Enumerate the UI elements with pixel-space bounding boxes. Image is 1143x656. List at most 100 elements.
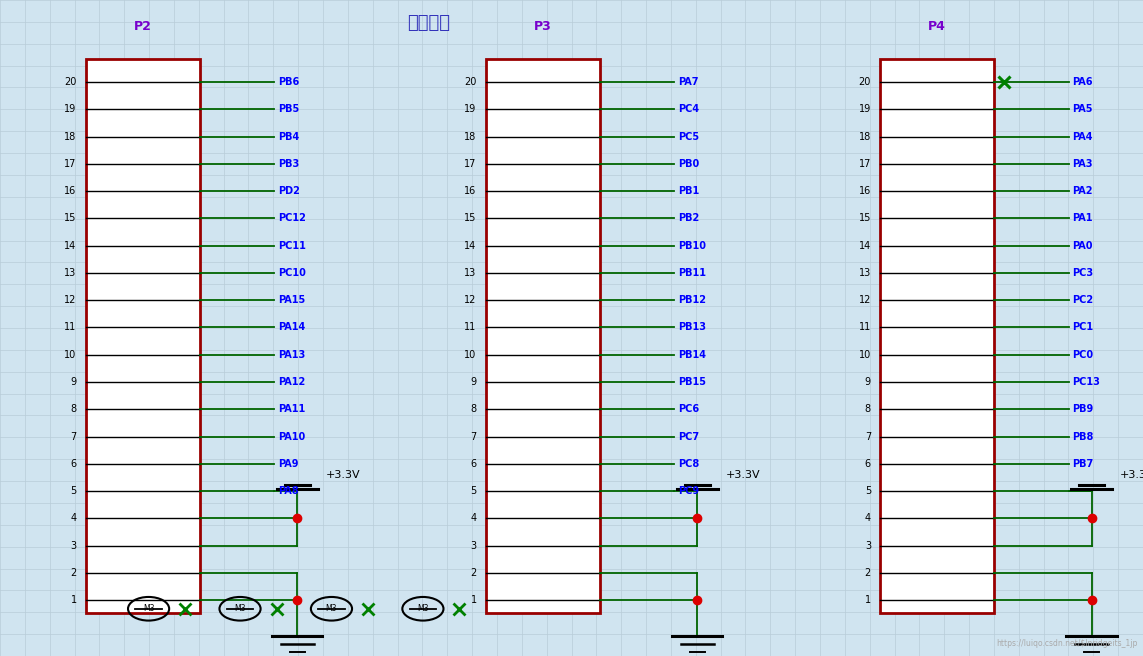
Text: 17: 17 [464,159,477,169]
Text: 外拓引脚: 外拓引脚 [407,14,450,32]
Text: PB12: PB12 [678,295,705,305]
Text: PC13: PC13 [1072,377,1100,387]
Text: +3.3V: +3.3V [726,470,760,480]
Text: PB5: PB5 [278,104,299,114]
Text: 20: 20 [64,77,77,87]
Text: PA3: PA3 [1072,159,1093,169]
Text: PB3: PB3 [278,159,299,169]
Text: PC9: PC9 [678,486,698,496]
Text: 16: 16 [858,186,871,196]
Text: PA7: PA7 [678,77,698,87]
Text: 13: 13 [858,268,871,278]
Text: 16: 16 [64,186,77,196]
Text: 2: 2 [865,568,871,578]
Text: PC11: PC11 [278,241,305,251]
Text: 2: 2 [71,568,77,578]
Text: P3: P3 [534,20,552,33]
Text: M3: M3 [326,604,337,613]
Text: PA4: PA4 [1072,132,1093,142]
Text: 5: 5 [471,486,477,496]
Text: M3: M3 [234,604,246,613]
Text: 8: 8 [71,404,77,415]
Text: 9: 9 [865,377,871,387]
Text: PA13: PA13 [278,350,305,359]
Text: PA14: PA14 [278,323,305,333]
Text: PC7: PC7 [678,432,698,441]
Text: PA15: PA15 [278,295,305,305]
Text: PD2: PD2 [278,186,299,196]
Text: PB9: PB9 [1072,404,1094,415]
Text: 12: 12 [64,295,77,305]
Text: 7: 7 [865,432,871,441]
Text: PB2: PB2 [678,213,700,224]
Text: PC12: PC12 [278,213,305,224]
Text: 1: 1 [471,595,477,605]
Text: PB10: PB10 [678,241,705,251]
Text: P4: P4 [928,20,946,33]
Bar [86,59,200,613]
Text: 1: 1 [865,595,871,605]
Text: 6: 6 [865,459,871,469]
Text: PA10: PA10 [278,432,305,441]
Text: PA8: PA8 [278,486,298,496]
Text: PC6: PC6 [678,404,698,415]
Text: 15: 15 [858,213,871,224]
Text: 7: 7 [471,432,477,441]
Text: 5: 5 [865,486,871,496]
Text: PC3: PC3 [1072,268,1093,278]
Text: 2: 2 [471,568,477,578]
Text: PC10: PC10 [278,268,305,278]
Text: 1: 1 [71,595,77,605]
Text: 19: 19 [64,104,77,114]
Text: 19: 19 [858,104,871,114]
Text: PA0: PA0 [1072,241,1093,251]
Text: PB4: PB4 [278,132,299,142]
Text: PC1: PC1 [1072,323,1093,333]
Text: PB1: PB1 [678,186,700,196]
Text: 13: 13 [464,268,477,278]
Text: 12: 12 [464,295,477,305]
Text: 8: 8 [865,404,871,415]
Text: 4: 4 [471,514,477,523]
Text: 8: 8 [471,404,477,415]
Text: 19: 19 [464,104,477,114]
Text: 13: 13 [64,268,77,278]
Text: 7: 7 [71,432,77,441]
Text: 18: 18 [858,132,871,142]
Text: 11: 11 [858,323,871,333]
Text: 6: 6 [71,459,77,469]
Text: 3: 3 [471,541,477,550]
Bar [880,59,994,613]
Text: 5: 5 [71,486,77,496]
Text: 10: 10 [64,350,77,359]
Text: PA9: PA9 [278,459,298,469]
Text: 18: 18 [64,132,77,142]
Bar [486,59,600,613]
Text: +3.3V: +3.3V [326,470,360,480]
Text: PB13: PB13 [678,323,705,333]
Text: 14: 14 [64,241,77,251]
Text: PB6: PB6 [278,77,299,87]
Text: 11: 11 [64,323,77,333]
Text: 20: 20 [464,77,477,87]
Text: +3.3V: +3.3V [1120,470,1143,480]
Text: PB0: PB0 [678,159,700,169]
Text: 9: 9 [71,377,77,387]
Text: 17: 17 [64,159,77,169]
Text: 10: 10 [464,350,477,359]
Text: 6: 6 [471,459,477,469]
Text: 3: 3 [71,541,77,550]
Text: PA1: PA1 [1072,213,1093,224]
Text: PB15: PB15 [678,377,705,387]
Text: 12: 12 [858,295,871,305]
Text: PC2: PC2 [1072,295,1093,305]
Text: PB8: PB8 [1072,432,1094,441]
Text: PA5: PA5 [1072,104,1093,114]
Text: PA6: PA6 [1072,77,1093,87]
Text: https://luiqo.csdn.net/$lnridgeits_1jp: https://luiqo.csdn.net/$lnridgeits_1jp [996,639,1137,648]
Text: PC4: PC4 [678,104,698,114]
Text: 14: 14 [858,241,871,251]
Text: 10: 10 [858,350,871,359]
Text: 14: 14 [464,241,477,251]
Text: PB14: PB14 [678,350,705,359]
